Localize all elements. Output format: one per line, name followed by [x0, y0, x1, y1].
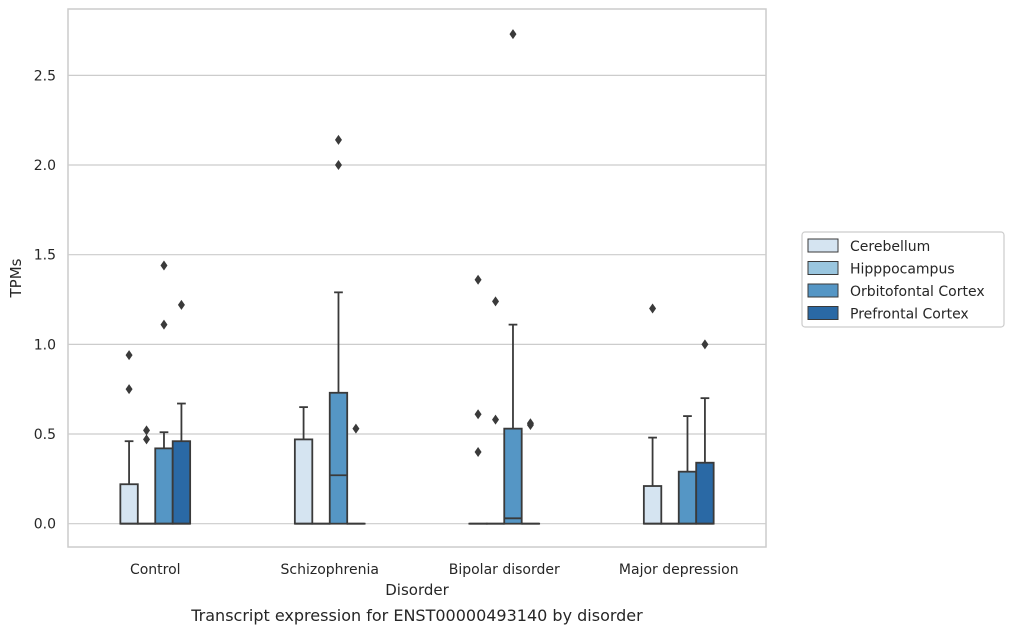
box-prefrontal-cortex: [695, 339, 715, 525]
outlier-point: [177, 299, 185, 310]
box-body: [171, 440, 192, 525]
legend-swatch: [807, 238, 839, 253]
box-body: [328, 391, 349, 525]
outlier-point: [352, 423, 360, 434]
y-axis-label: TPMs: [7, 258, 25, 298]
box-orbitofontal-cortex: [328, 134, 349, 525]
box-cerebellum: [119, 350, 139, 525]
x-tick-label: Schizophrenia: [281, 562, 379, 578]
box-hipppocampus: [136, 425, 157, 525]
box-cerebellum: [468, 274, 488, 525]
outlier-point: [474, 446, 482, 457]
outlier-point: [160, 319, 168, 330]
legend-label: Hipppocampus: [850, 262, 955, 278]
outlier-point: [526, 418, 534, 429]
figure-caption: Transcript expression for ENST0000049314…: [191, 606, 643, 625]
legend: Cerebellum Hipppocampus Orbitofontal Corte…: [801, 231, 1005, 328]
outlier-point: [492, 296, 500, 307]
legend-item: Orbitofontal Cortex: [807, 283, 985, 300]
outlier-point: [334, 160, 342, 171]
x-tick-label: Bipolar disorder: [449, 562, 560, 578]
y-tick-label: 2.0: [34, 158, 56, 174]
y-tick-label: 0.5: [34, 427, 56, 443]
outlier-point: [649, 303, 657, 314]
box-orbitofontal-cortex: [677, 415, 698, 525]
y-tick-label: 0.0: [34, 517, 56, 533]
legend-label: Cerebellum: [850, 239, 930, 255]
outlier-point: [509, 29, 517, 40]
box-body: [695, 461, 715, 525]
box-prefrontal-cortex: [520, 418, 541, 525]
outlier-point: [474, 409, 482, 420]
x-tick-label: Control: [130, 562, 181, 578]
box-orbitofontal-cortex: [154, 260, 174, 525]
y-tick-label: 1.0: [34, 337, 56, 353]
box-body: [119, 483, 139, 525]
outlier-point: [492, 414, 500, 425]
outlier-point: [334, 134, 342, 145]
y-tick-label: 2.5: [34, 68, 56, 84]
outlier-point: [125, 350, 133, 361]
outlier-point: [125, 384, 133, 395]
box-orbitofontal-cortex: [503, 29, 523, 525]
x-axis-ticks: Control Schizophrenia Bipolar disorder Majo…: [130, 562, 739, 578]
box-hipppocampus: [485, 296, 506, 525]
legend-item: Hipppocampus: [807, 261, 955, 278]
box-body: [503, 427, 523, 525]
y-axis-ticks: 0.0 0.5 1.0 1.5 2.0 2.5: [34, 68, 56, 532]
box-plot-marks: [119, 29, 715, 525]
legend-item: Prefrontal Cortex: [807, 306, 969, 323]
y-tick-label: 1.5: [34, 248, 56, 264]
box-prefrontal-cortex: [171, 299, 192, 525]
plot-frame: [67, 8, 767, 548]
outlier-point: [474, 274, 482, 285]
box-body: [154, 447, 174, 525]
outlier-point: [143, 434, 151, 445]
box-body: [293, 438, 314, 525]
outlier-point: [160, 260, 168, 271]
box-cerebellum: [293, 406, 314, 525]
box-body: [642, 485, 663, 525]
legend-item: Cerebellum: [807, 238, 930, 255]
legend-label: Orbitofontal Cortex: [850, 284, 985, 300]
outlier-point: [143, 425, 151, 436]
x-tick-label: Major depression: [619, 562, 739, 578]
box-prefrontal-cortex: [346, 423, 366, 525]
box-body: [677, 470, 698, 525]
x-axis-label: Disorder: [385, 581, 449, 599]
legend-label: Prefrontal Cortex: [850, 307, 969, 323]
legend-swatch: [807, 283, 839, 298]
legend-frame: [801, 231, 1005, 328]
outlier-point: [701, 339, 709, 350]
legend-swatch: [807, 261, 839, 275]
box-cerebellum: [642, 303, 663, 525]
legend-swatch: [807, 306, 839, 320]
